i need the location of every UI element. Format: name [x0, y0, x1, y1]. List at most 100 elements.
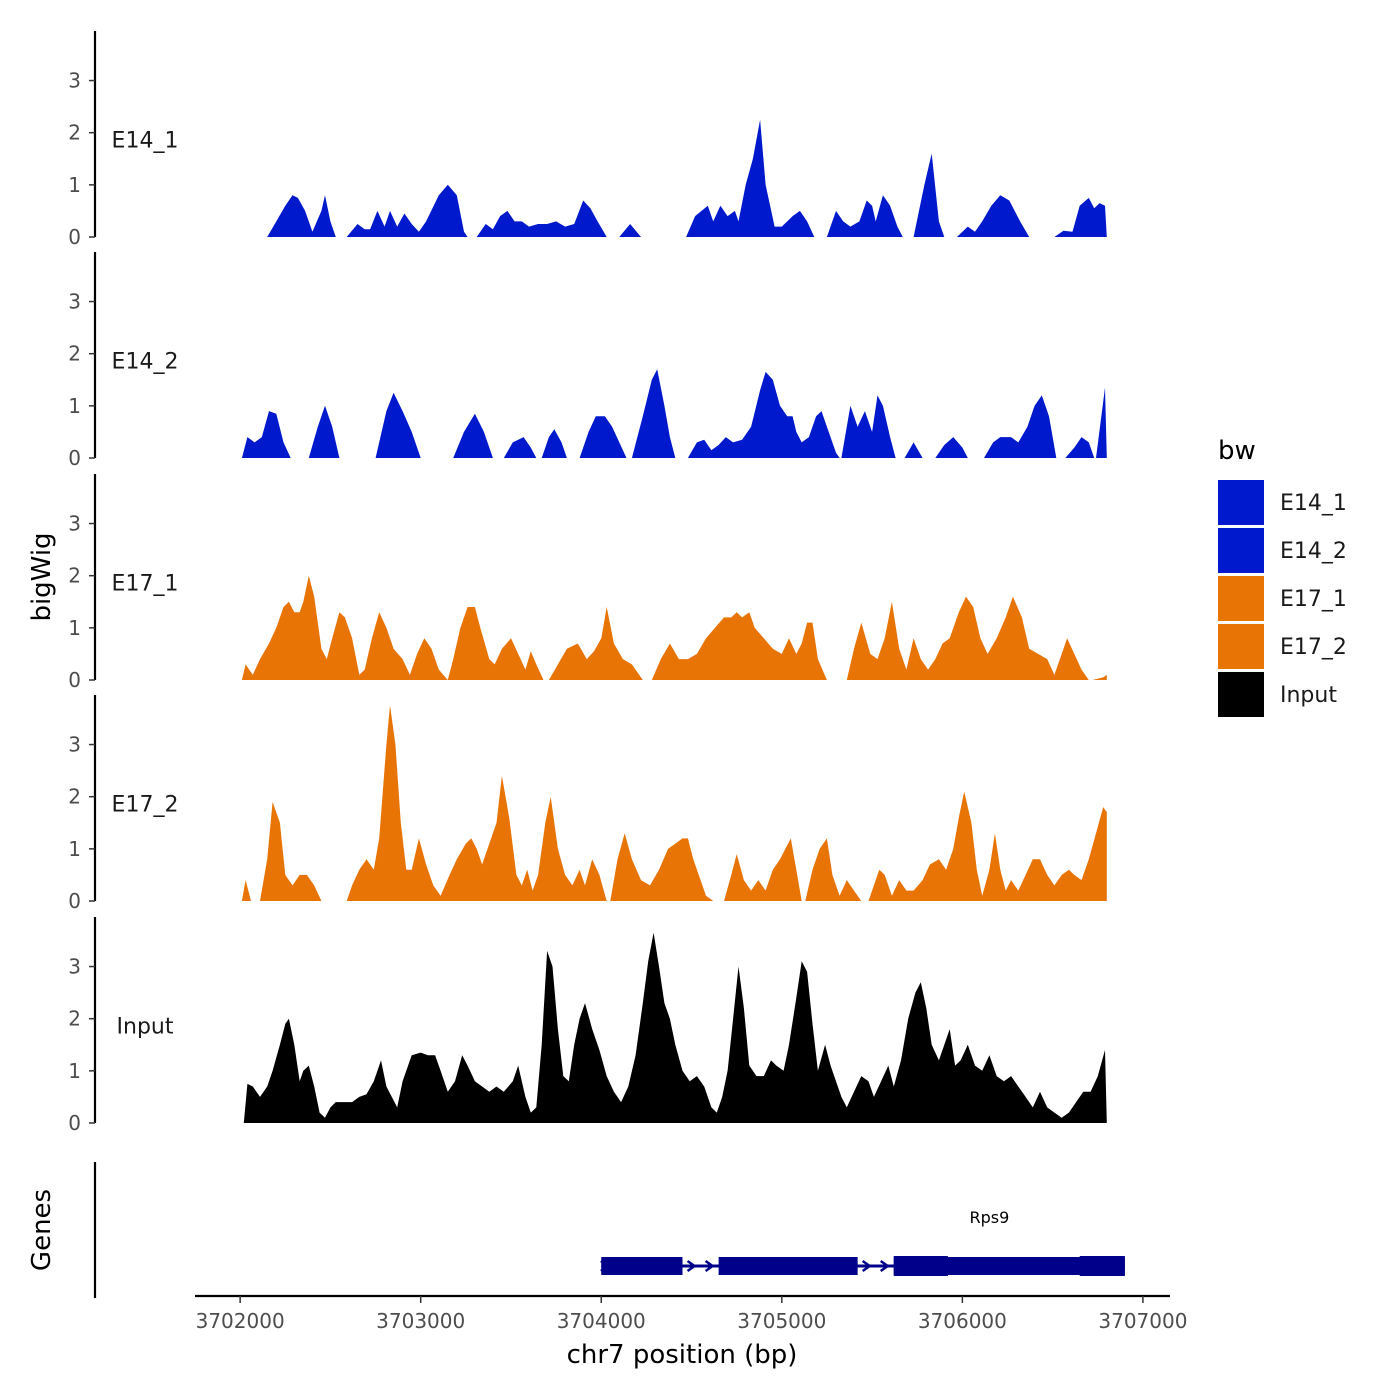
coverage-area-e17-1	[846, 596, 1089, 680]
legend-swatch	[1218, 624, 1264, 669]
gene-rps9: Rps9	[600, 1208, 1125, 1276]
legend-label: E14_1	[1280, 491, 1347, 516]
coverage-area-e17-2	[260, 801, 322, 901]
y-tick-label: 1	[68, 1059, 81, 1083]
y-tick-label: 1	[68, 616, 81, 640]
y-tick-label: 1	[68, 394, 81, 418]
coverage-area-e14-2	[984, 395, 1057, 458]
coverage-area-e17-1	[651, 612, 827, 680]
x-axis-ticks: 3702000 3703000 3704000 3705000 3706000 37070…	[196, 1296, 1187, 1333]
coverage-area-e17-2	[724, 838, 802, 901]
legend-entry-input: Input	[1218, 672, 1337, 717]
y-tick-label: 0	[68, 446, 81, 470]
legend-entry-e14-2: E14_2	[1218, 528, 1347, 573]
coverage-area-e14-1	[956, 195, 1030, 237]
y-tick-label: 3	[68, 955, 81, 979]
coverage-area-e14-2	[631, 369, 676, 458]
gene-name-label: Rps9	[970, 1208, 1010, 1227]
track-input: 0 1 2 3 Input	[68, 917, 1107, 1135]
x-axis-title: chr7 position (bp)	[567, 1340, 798, 1370]
strand-arrow	[704, 1259, 715, 1273]
y-tick-label: 3	[68, 290, 81, 314]
y-tick-label: 2	[68, 342, 81, 366]
coverage-area-e17-2	[346, 705, 607, 901]
y-tick-label: 3	[68, 733, 81, 757]
legend-swatch	[1218, 672, 1264, 717]
gene-exon	[1079, 1256, 1125, 1276]
coverage-area-e14-1	[267, 195, 336, 237]
track-e17-1: 0 1 2 3 E17_1	[68, 474, 1107, 692]
coverage-area-e14-1	[476, 200, 607, 237]
coverage-area-e17-1	[548, 607, 643, 680]
gene-exon	[893, 1257, 1125, 1275]
strand-arrow	[879, 1259, 890, 1273]
x-tick-label: 3703000	[376, 1309, 465, 1333]
legend-entry-e14-1: E14_1	[1218, 480, 1347, 525]
coverage-area-e17-2	[868, 791, 1107, 901]
legend-label: Input	[1280, 683, 1337, 708]
coverage-area-e14-1	[619, 224, 641, 237]
track-e14-1: 0 1 2 3 E14_1	[68, 31, 1107, 249]
coverage-area-e14-2	[1065, 437, 1095, 458]
coverage-area-e14-2	[541, 429, 567, 458]
gene-models: Rps9	[600, 1208, 1125, 1276]
coverage-area-e14-2	[1096, 387, 1107, 458]
coverage-area-e17-2	[241, 880, 251, 901]
legend-label: E14_2	[1280, 539, 1347, 564]
coverage-area-input	[243, 932, 1107, 1123]
legend-label: E17_2	[1280, 635, 1347, 660]
legend-swatch	[1218, 528, 1264, 573]
coverage-area-e14-1	[913, 153, 945, 237]
coverage-area-e14-1	[826, 195, 903, 237]
x-tick-label: 3706000	[918, 1309, 1007, 1333]
coverage-area-e14-2	[308, 405, 340, 458]
coverage-area-e17-2	[805, 838, 862, 901]
gene-exon	[893, 1256, 948, 1276]
legend: bw E14_1 E14_2 E17_1 E17_2 Input	[1218, 436, 1347, 717]
coverage-area-e14-2	[841, 395, 896, 458]
legend-entry-e17-1: E17_1	[1218, 576, 1347, 621]
x-tick-label: 3702000	[196, 1309, 285, 1333]
y-tick-label: 3	[68, 69, 81, 93]
track-label-e14-2: E14_2	[112, 350, 179, 375]
legend-entry-e17-2: E17_2	[1218, 624, 1347, 669]
gene-exon	[601, 1257, 683, 1275]
y-tick-label: 0	[68, 225, 81, 249]
y-tick-label: 0	[68, 668, 81, 692]
coverage-area-e14-2	[241, 411, 291, 458]
y-tick-label: 2	[68, 564, 81, 588]
y-tick-label: 0	[68, 1111, 81, 1135]
x-axis: 3702000 3703000 3704000 3705000 3706000 37070…	[195, 1294, 1187, 1370]
track-label-e17-2: E17_2	[112, 793, 179, 818]
y-tick-label: 2	[68, 1007, 81, 1031]
coverage-area-e14-1	[346, 184, 468, 237]
y-tick-label: 0	[68, 889, 81, 913]
legend-entries: E14_1 E14_2 E17_1 E17_2 Input	[1218, 480, 1347, 717]
coverage-area-e17-2	[610, 833, 714, 901]
coverage-area-e17-1	[241, 575, 544, 680]
coverage-area-e14-2	[453, 413, 493, 458]
legend-title: bw	[1218, 436, 1256, 466]
legend-label: E17_1	[1280, 587, 1347, 612]
y-tick-label: 1	[68, 837, 81, 861]
strand-arrow	[686, 1259, 697, 1273]
y-tick-label: 3	[68, 512, 81, 536]
legend-swatch	[1218, 480, 1264, 525]
track-e14-2: 0 1 2 3 E14_2	[68, 252, 1107, 470]
x-tick-label: 3705000	[737, 1309, 826, 1333]
coverage-area-e14-1	[1054, 197, 1107, 237]
x-tick-label: 3707000	[1098, 1309, 1187, 1333]
gene-panel-title: Genes	[27, 1189, 57, 1271]
track-label-e14-1: E14_1	[112, 129, 179, 154]
track-label-input: Input	[117, 1015, 174, 1040]
coverage-area-e14-1	[686, 119, 815, 237]
coverage-area-e14-2	[935, 437, 968, 458]
x-tick-label: 3704000	[557, 1309, 646, 1333]
coverage-area-e14-2	[687, 371, 840, 458]
coverage-area-e14-2	[375, 392, 421, 458]
coverage-area-e14-2	[503, 437, 537, 458]
track-label-e17-1: E17_1	[112, 572, 179, 597]
y-tick-label: 2	[68, 121, 81, 145]
y-axis-title: bigWig	[27, 532, 57, 621]
